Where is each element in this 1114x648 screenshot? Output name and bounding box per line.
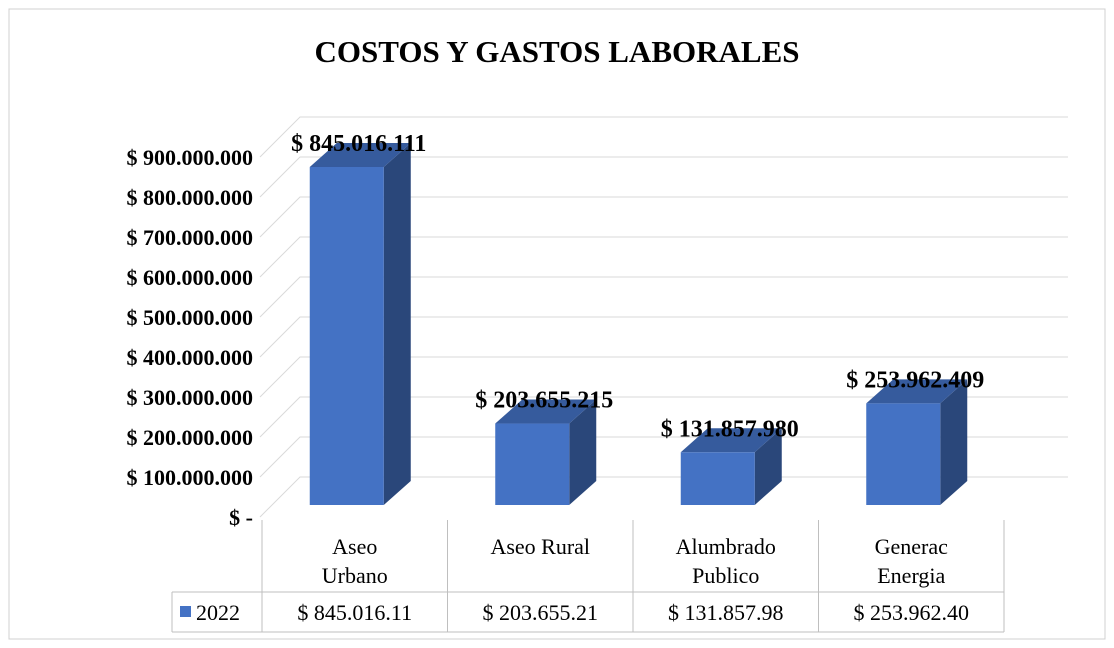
grid-line (259, 436, 1068, 478)
bar (495, 423, 570, 505)
grid-line (259, 236, 1068, 278)
chart-border (8, 8, 1106, 640)
bar (309, 166, 384, 505)
y-tick-label: $ - (229, 505, 253, 530)
bar-top (309, 142, 411, 167)
table-cell: $ 131.857.98 (668, 600, 784, 625)
chart-title: COSTOS Y GASTOS LABORALES (315, 34, 800, 69)
legend-swatch (180, 606, 191, 617)
table-cell: $ 253.962.40 (854, 600, 970, 625)
grid-line (259, 356, 1068, 398)
x-tick-label: Generac Energia (874, 534, 948, 588)
bar-top (866, 379, 968, 404)
table-cell: $ 203.655.21 (483, 600, 599, 625)
legend-label: 2022 (196, 600, 240, 625)
bar-top (680, 428, 782, 453)
y-tick-label: $ 300.000.000 (127, 385, 254, 410)
bar-side (940, 379, 968, 505)
data-label: $ 845.016.111 (291, 131, 426, 157)
bar-side (569, 399, 597, 505)
y-tick-label: $ 500.000.000 (127, 305, 254, 330)
x-tick-label: Alumbrado Publico (675, 534, 776, 588)
y-tick-label: $ 700.000.000 (127, 225, 254, 250)
bar-side (754, 428, 782, 505)
grid-line (259, 316, 1068, 358)
x-tick-label: Aseo Rural (490, 534, 591, 559)
y-tick-label: $ 800.000.000 (127, 185, 254, 210)
bar (680, 452, 755, 505)
y-tick-label: $ 100.000.000 (127, 465, 254, 490)
grid-line (259, 276, 1068, 318)
grid-line (259, 116, 1068, 158)
data-label: $ 131.857.980 (661, 416, 799, 442)
grid-line (259, 476, 1068, 518)
data-label: $ 253.962.409 (846, 367, 984, 393)
grid-line (259, 196, 1068, 238)
y-tick-label: $ 400.000.000 (127, 345, 254, 370)
x-tick-label: Aseo Urbano (321, 534, 388, 588)
y-tick-label: $ 600.000.000 (127, 265, 254, 290)
y-tick-label: $ 200.000.000 (127, 425, 254, 450)
bar (866, 403, 941, 505)
table-cell: $ 845.016.11 (297, 600, 412, 625)
bar-top (495, 399, 597, 424)
grid-line (259, 396, 1068, 438)
data-label: $ 203.655.215 (475, 388, 613, 414)
grid-line (259, 156, 1068, 198)
y-tick-label: $ 900.000.000 (127, 145, 254, 170)
bar-side (383, 142, 411, 505)
